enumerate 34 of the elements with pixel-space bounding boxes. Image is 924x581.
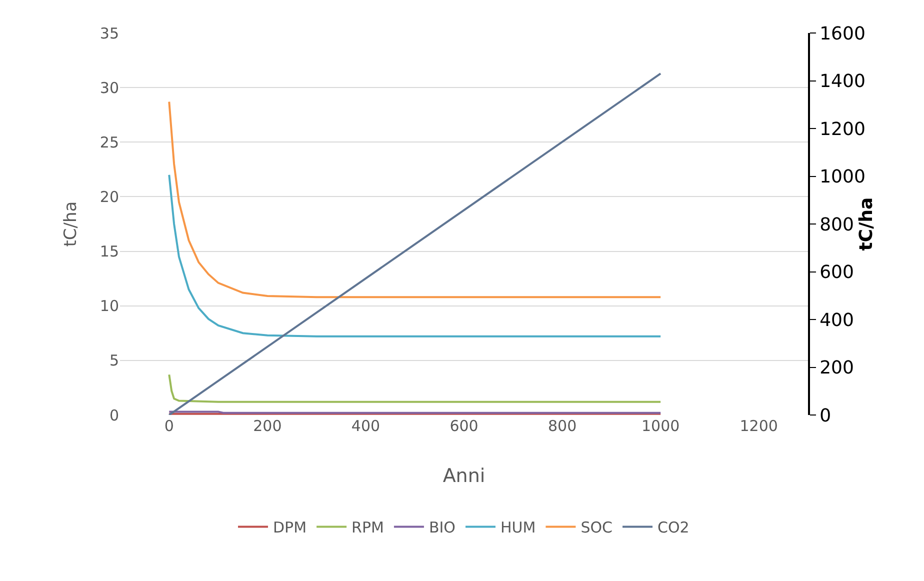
y2-tick-label: 1200 xyxy=(820,118,866,140)
x-tick-label: 1000 xyxy=(641,417,680,435)
legend-label: SOC xyxy=(580,518,613,537)
y2-tick-label: 400 xyxy=(820,310,854,331)
legend-label: DPM xyxy=(273,518,307,537)
y-tick-label: 15 xyxy=(100,242,119,261)
y2-tick-label: 600 xyxy=(820,262,854,284)
x-axis-title: Anni xyxy=(442,465,486,487)
y2-tick-label: 200 xyxy=(820,358,854,379)
line-series xyxy=(168,374,662,403)
y2-tick-label: 1000 xyxy=(820,166,866,188)
y-tick-label: 10 xyxy=(100,297,119,316)
y-tick-label: 30 xyxy=(100,78,119,97)
x-tick-label: 200 xyxy=(253,417,282,435)
y-axis-title: tC/ha xyxy=(61,201,81,247)
y2-tick-label: 1600 xyxy=(820,23,866,44)
x-tick-label: 0 xyxy=(164,417,174,435)
legend-label: BIO xyxy=(428,518,456,537)
legend-label: HUM xyxy=(500,518,536,537)
legend-label: CO2 xyxy=(658,518,690,537)
y-tick-label: 20 xyxy=(100,188,119,206)
x-tick-label: 800 xyxy=(548,417,577,435)
y2-axis-title: tC/ha xyxy=(856,197,877,251)
y-tick-label: 35 xyxy=(100,24,119,42)
x-tick-label: 1200 xyxy=(740,417,778,435)
line-series xyxy=(168,174,662,338)
legend-label: RPM xyxy=(352,518,384,537)
y2-tick-label: 800 xyxy=(820,214,854,236)
y2-tick-label: 1400 xyxy=(820,71,866,92)
y-tick-label: 25 xyxy=(100,133,119,152)
y-tick-label: 5 xyxy=(109,352,119,370)
x-tick-label: 600 xyxy=(450,417,478,435)
line-series xyxy=(168,100,662,298)
x-tick-label: 400 xyxy=(351,417,380,435)
